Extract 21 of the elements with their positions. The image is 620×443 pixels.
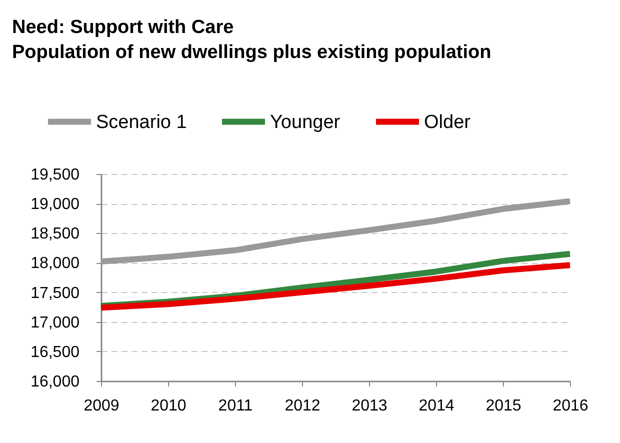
x-tick-label: 2009 (84, 398, 120, 414)
y-tick-label: 17,500 (30, 284, 80, 302)
x-tick-label: 2015 (486, 398, 522, 414)
y-tick-label: 17,000 (30, 314, 80, 332)
x-tick-label: 2014 (418, 398, 454, 414)
x-tick-label: 2011 (218, 398, 253, 414)
y-tick-label: 16,000 (30, 374, 80, 390)
x-tick-label: 2016 (552, 398, 588, 414)
y-tick-label: 19,000 (30, 196, 80, 214)
legend-label: Younger (270, 112, 341, 133)
y-tick-label: 18,500 (30, 226, 80, 243)
x-tick-label: 2013 (352, 398, 388, 414)
legend-label: Older (424, 112, 472, 133)
legend-label: Scenario 1 (96, 112, 187, 133)
y-tick-label: 18,000 (30, 255, 80, 272)
chart-title: Need: Support with Care (12, 17, 234, 38)
x-tick-label: 2012 (284, 398, 320, 414)
y-tick-label: 19,500 (30, 166, 80, 184)
chart-subtitle: Population of new dwellings plus existing population (12, 42, 492, 63)
y-tick-label: 16,500 (30, 344, 80, 361)
x-tick-label: 2010 (150, 398, 186, 414)
